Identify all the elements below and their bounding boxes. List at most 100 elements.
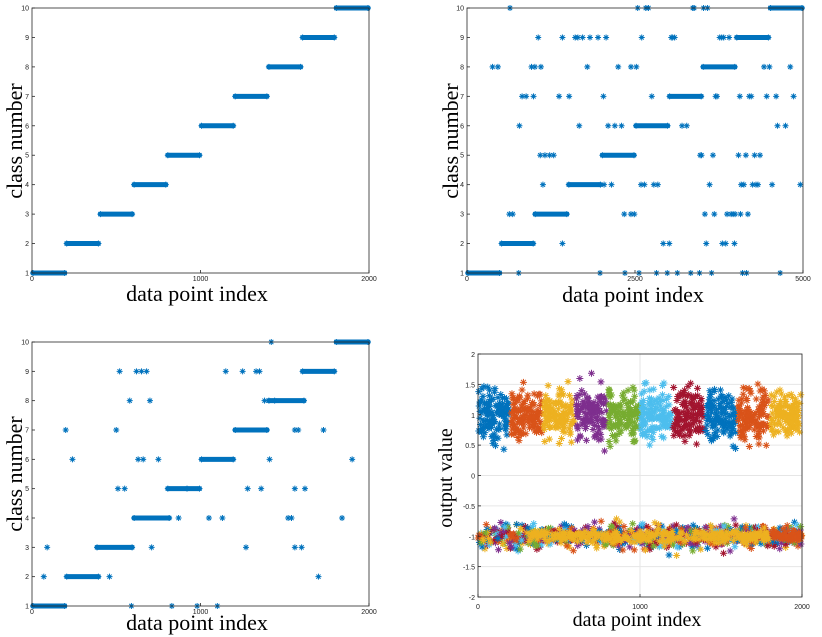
output-point xyxy=(516,393,524,401)
output-point xyxy=(660,407,668,415)
output-point xyxy=(736,427,744,435)
output-point xyxy=(581,425,589,433)
output-point xyxy=(507,430,515,438)
outlier-point xyxy=(138,368,145,375)
output-point xyxy=(747,389,755,397)
output-point xyxy=(770,393,778,401)
output-point xyxy=(686,421,694,429)
output-point xyxy=(668,527,676,535)
output-point xyxy=(576,406,584,414)
output-point xyxy=(760,535,768,543)
output-point xyxy=(680,389,688,397)
output-point xyxy=(666,411,674,419)
output-point xyxy=(531,530,539,538)
y-tick-label: -1 xyxy=(469,534,475,541)
output-point xyxy=(749,415,757,423)
x-tick-label: 0 xyxy=(30,609,34,616)
output-point xyxy=(607,425,615,433)
output-point xyxy=(781,412,789,420)
outlier-point xyxy=(546,152,553,159)
output-point xyxy=(693,440,701,448)
output-point xyxy=(545,424,553,431)
output-point xyxy=(619,540,627,548)
y-tick-label: 3 xyxy=(25,545,29,552)
output-point xyxy=(496,410,504,418)
output-point xyxy=(656,424,664,432)
output-point xyxy=(578,387,586,395)
output-point xyxy=(656,402,664,410)
output-point xyxy=(690,411,698,419)
output-point xyxy=(654,533,662,541)
output-point xyxy=(605,423,613,431)
output-point xyxy=(508,425,516,433)
class-point xyxy=(232,427,239,433)
output-point xyxy=(708,409,716,417)
output-point xyxy=(584,523,592,531)
output-point xyxy=(581,390,589,398)
axes-box xyxy=(31,7,370,274)
output-point xyxy=(536,390,544,398)
output-point xyxy=(669,541,677,549)
output-point xyxy=(753,421,761,429)
output-point xyxy=(620,389,628,397)
output-point xyxy=(520,404,528,412)
output-point xyxy=(518,521,526,529)
output-point xyxy=(512,429,520,437)
output-point xyxy=(569,411,577,419)
output-point xyxy=(696,529,704,537)
output-point xyxy=(726,411,734,419)
output-point xyxy=(583,412,591,420)
output-point xyxy=(683,531,691,539)
output-point xyxy=(642,410,650,418)
y-tick-label: 8 xyxy=(25,398,29,405)
output-point xyxy=(590,398,598,406)
chart-panel-top-right: 0 2500 5000 1 2 3 4 5 6 7 8 9 10 data point index clas… xyxy=(438,5,811,307)
output-point xyxy=(669,522,677,530)
output-point xyxy=(613,515,621,523)
output-point xyxy=(750,426,758,434)
output-point xyxy=(529,533,537,541)
outlier-point xyxy=(711,211,718,218)
output-point xyxy=(695,400,703,408)
output-point xyxy=(641,535,649,543)
outlier-point xyxy=(494,63,501,70)
output-point xyxy=(720,549,728,557)
output-point xyxy=(735,402,743,410)
output-point xyxy=(585,531,593,539)
output-point xyxy=(706,534,714,542)
output-point xyxy=(710,387,718,395)
output-point xyxy=(597,534,605,542)
class-point xyxy=(63,240,70,247)
output-point xyxy=(612,437,620,445)
outlier-point xyxy=(797,181,804,188)
output-point xyxy=(681,386,689,394)
output-point xyxy=(761,402,769,410)
class-point xyxy=(263,93,270,100)
output-point xyxy=(712,543,720,551)
outlier-point xyxy=(291,485,298,492)
output-point xyxy=(606,528,614,536)
output-point xyxy=(528,523,536,531)
output-point xyxy=(591,414,599,422)
output-point xyxy=(775,417,783,425)
output-point xyxy=(741,524,749,532)
output-point xyxy=(654,528,662,536)
output-point xyxy=(775,428,783,436)
outlier-point xyxy=(618,122,625,129)
output-point xyxy=(591,518,599,526)
output-point xyxy=(768,426,776,434)
output-point xyxy=(542,392,550,400)
output-point xyxy=(647,404,655,412)
output-point xyxy=(505,539,513,547)
output-point xyxy=(690,395,698,403)
output-point xyxy=(642,528,650,536)
output-point xyxy=(783,432,791,440)
output-point xyxy=(708,531,716,539)
output-point xyxy=(640,532,648,540)
output-point xyxy=(789,417,797,425)
class-point xyxy=(97,211,104,218)
output-point xyxy=(792,400,800,408)
outlier-point xyxy=(528,63,535,70)
outlier-point xyxy=(519,93,526,100)
